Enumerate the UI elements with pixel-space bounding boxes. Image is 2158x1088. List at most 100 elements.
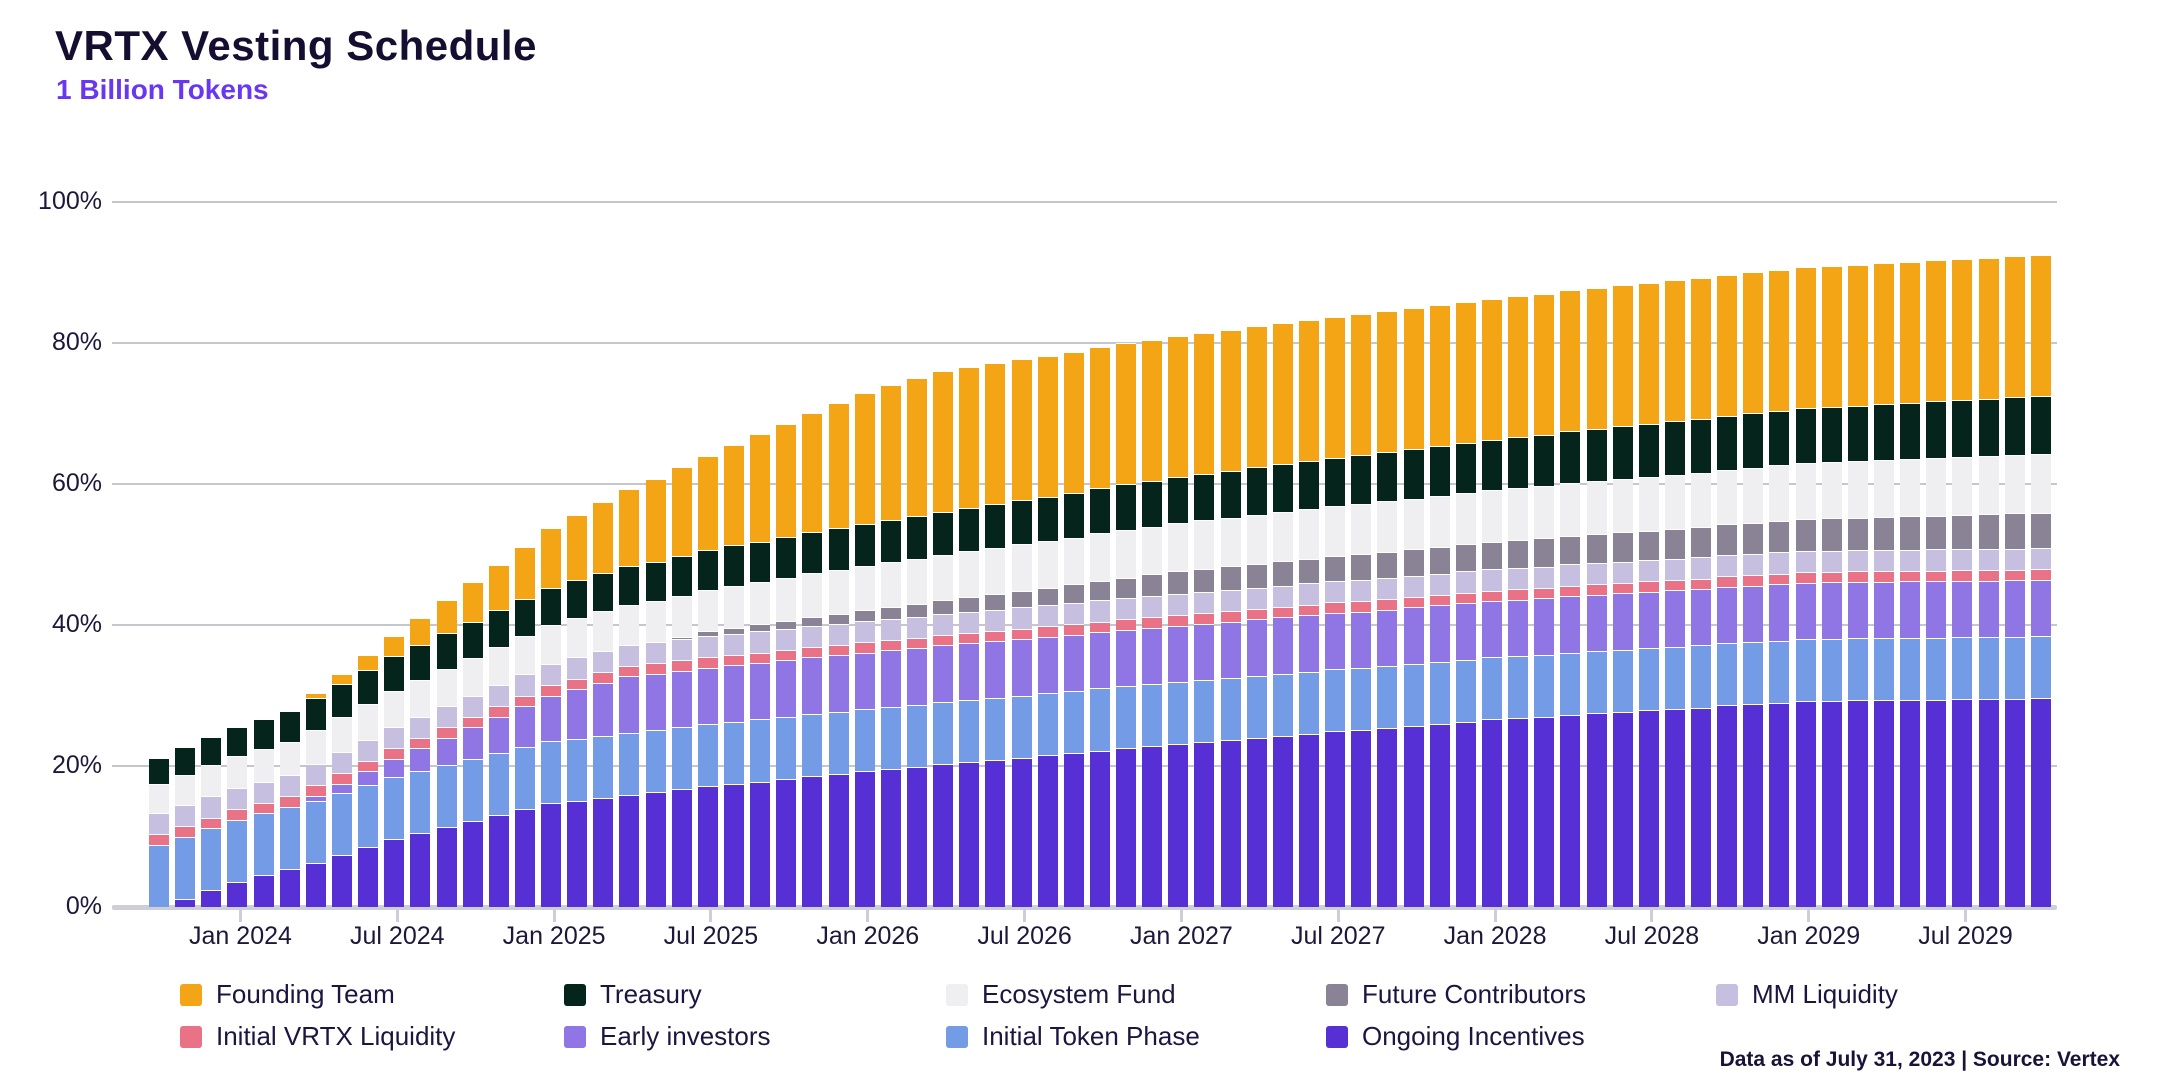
segment-future-contributors [1377,552,1398,578]
vesting-bar [1638,202,1659,907]
segment-early-investors [1194,623,1215,680]
segment-ecosystem-fund [1481,490,1502,543]
segment-initial-vrtx-liquidity [1534,587,1555,599]
segment-future-contributors [2004,513,2025,549]
segment-initial-token-phase [1011,695,1032,758]
segment-initial-token-phase [880,706,901,769]
vesting-bar [462,202,483,907]
segment-initial-vrtx-liquidity [1220,610,1241,622]
segment-founding-team [1560,290,1581,432]
segment-mm-liquidity [697,636,718,658]
vesting-bar [541,202,562,907]
segment-initial-vrtx-liquidity [828,644,849,656]
segment-future-contributors [1272,561,1293,586]
vesting-bar [1795,202,1816,907]
segment-ongoing-incentives [462,821,483,907]
segment-mm-liquidity [1926,549,1947,571]
segment-initial-vrtx-liquidity [1116,619,1137,630]
segment-future-contributors [697,631,718,637]
legend-label: Initial VRTX Liquidity [216,1021,456,1051]
segment-future-contributors [1011,590,1032,608]
segment-ecosystem-fund [384,691,405,728]
x-axis-tick [1493,910,1497,922]
segment-treasury [776,536,797,578]
segment-early-investors [1612,593,1633,650]
segment-initial-token-phase [1874,638,1895,701]
segment-initial-token-phase [724,721,744,784]
legend-item-future-contributors: Future Contributors [1326,979,1586,1010]
segment-early-investors [1142,627,1163,685]
segment-founding-team [1612,285,1633,427]
segment-founding-team [854,392,875,524]
segment-treasury [514,599,535,637]
segment-treasury [1403,448,1424,499]
segment-early-investors [1952,580,1973,638]
segment-ongoing-incentives [305,862,326,907]
segment-initial-token-phase [1272,673,1293,736]
segment-ecosystem-fund [541,625,562,664]
segment-ecosystem-fund [175,774,196,805]
segment-early-investors [1821,582,1842,639]
segment-treasury [985,504,1006,548]
segment-treasury [175,747,196,775]
gridline-80 [112,342,2057,344]
segment-treasury [645,562,666,602]
vesting-bar [1691,202,1712,907]
segment-ongoing-incentives [1534,716,1555,907]
segment-founding-team [1403,307,1424,449]
x-axis-tick [866,910,870,922]
segment-initial-token-phase [175,836,196,899]
segment-mm-liquidity [1142,596,1163,618]
segment-early-investors [1743,585,1764,642]
segment-initial-token-phase [1717,643,1738,706]
segment-initial-token-phase [1089,688,1110,751]
legend-label: MM Liquidity [1752,979,1898,1009]
segment-early-investors [1508,599,1529,657]
segment-initial-vrtx-liquidity [175,825,196,837]
segment-early-investors [1874,581,1895,639]
segment-mm-liquidity [1220,589,1241,611]
segment-ecosystem-fund [1508,487,1529,541]
segment-treasury [1142,480,1163,527]
segment-ecosystem-fund [1717,469,1738,525]
vesting-bar [1116,202,1137,907]
segment-early-investors [1403,607,1424,664]
segment-initial-token-phase [541,741,562,804]
segment-early-investors [488,716,509,754]
segment-founding-team [1821,265,1842,407]
segment-initial-token-phase [750,719,771,782]
segment-initial-token-phase [697,724,718,787]
segment-founding-team [1508,295,1529,437]
vesting-bar [933,202,954,907]
x-axis-tick-label: Jul 2025 [663,922,759,950]
vesting-bar [1978,202,1999,907]
legend-swatch [1326,983,1348,1006]
segment-initial-vrtx-liquidity [1586,584,1607,595]
segment-early-investors [1769,584,1790,641]
segment-future-contributors [802,616,823,626]
segment-founding-team [985,363,1006,505]
segment-initial-vrtx-liquidity [645,663,666,674]
legend-item-ecosystem-fund: Ecosystem Fund [946,979,1176,1010]
segment-ecosystem-fund [750,581,771,625]
segment-treasury [1351,455,1372,505]
segment-ecosystem-fund [567,618,588,658]
segment-mm-liquidity [776,628,797,650]
segment-future-contributors [880,606,901,619]
segment-initial-token-phase [828,711,849,774]
segment-initial-token-phase [1299,671,1320,734]
segment-future-contributors [776,620,797,629]
segment-treasury [933,511,954,555]
vesting-bar [227,202,248,907]
vesting-bar [1220,202,1241,907]
segment-founding-team [1978,257,1999,399]
segment-initial-vrtx-liquidity [1325,602,1346,614]
segment-founding-team [880,385,901,520]
segment-treasury [1377,452,1398,502]
segment-early-investors [1377,609,1398,666]
segment-treasury [1037,496,1058,541]
segment-initial-token-phase [1508,656,1529,719]
segment-ongoing-incentives [802,775,823,907]
segment-mm-liquidity [1429,573,1450,595]
segment-treasury [802,532,823,574]
